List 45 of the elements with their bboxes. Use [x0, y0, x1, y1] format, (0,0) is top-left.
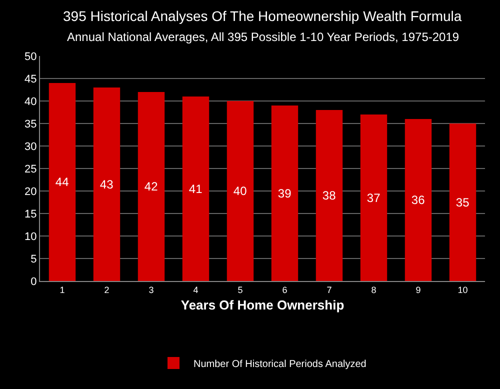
y-tick-label: 20: [24, 186, 37, 198]
y-tick-label: 0: [30, 276, 37, 288]
data-label: 42: [144, 180, 158, 194]
x-axis-title: Years Of Home Ownership: [180, 297, 344, 312]
x-tick-label: 3: [148, 284, 154, 295]
x-tick-label: 4: [193, 284, 198, 295]
x-tick-label: 8: [371, 284, 376, 295]
chart-subtitle: Annual National Averages, All 395 Possible 1-10 Year Periods, 1975-2019: [67, 30, 460, 44]
y-tick-label: 30: [24, 140, 37, 153]
bar: [182, 96, 210, 281]
y-tick-label: 45: [24, 73, 37, 86]
chart-title: 395 Historical Analyses Of The Homeownership Wealth Formula: [63, 8, 462, 24]
y-tick-label: 35: [24, 118, 37, 130]
data-label: 38: [322, 188, 336, 202]
data-label: 43: [100, 177, 114, 192]
bar: [404, 119, 432, 281]
x-tick-label: 2: [104, 284, 110, 295]
bar: [226, 101, 254, 281]
y-tick-label: 50: [24, 50, 37, 63]
data-label: 44: [55, 175, 70, 189]
y-tick-label: 40: [24, 96, 37, 108]
bar: [93, 88, 120, 281]
x-tick-label: 10: [458, 284, 468, 295]
y-tick-label: 10: [24, 230, 37, 243]
x-tick-label: 9: [416, 284, 421, 295]
bar: [316, 110, 343, 281]
data-label: 41: [188, 182, 203, 196]
x-tick-label: 6: [282, 284, 288, 295]
bar: [138, 92, 165, 281]
x-tick-label: 7: [326, 284, 332, 295]
data-label: 40: [233, 184, 248, 198]
data-label: 37: [366, 190, 381, 205]
bar: [48, 83, 76, 281]
bar: [271, 106, 298, 281]
y-tick-label: 5: [30, 253, 37, 266]
y-tick-label: 15: [24, 208, 37, 220]
data-label: 39: [278, 186, 292, 200]
legend-label: Number Of Historical Periods Analyzed: [194, 358, 366, 370]
x-tick-label: 5: [238, 284, 243, 295]
data-label: 36: [411, 193, 426, 207]
data-label: 35: [456, 195, 470, 210]
bar: [360, 114, 388, 281]
bar: [449, 124, 476, 281]
x-tick-label: 1: [60, 284, 65, 295]
y-tick-label: 25: [24, 163, 37, 176]
